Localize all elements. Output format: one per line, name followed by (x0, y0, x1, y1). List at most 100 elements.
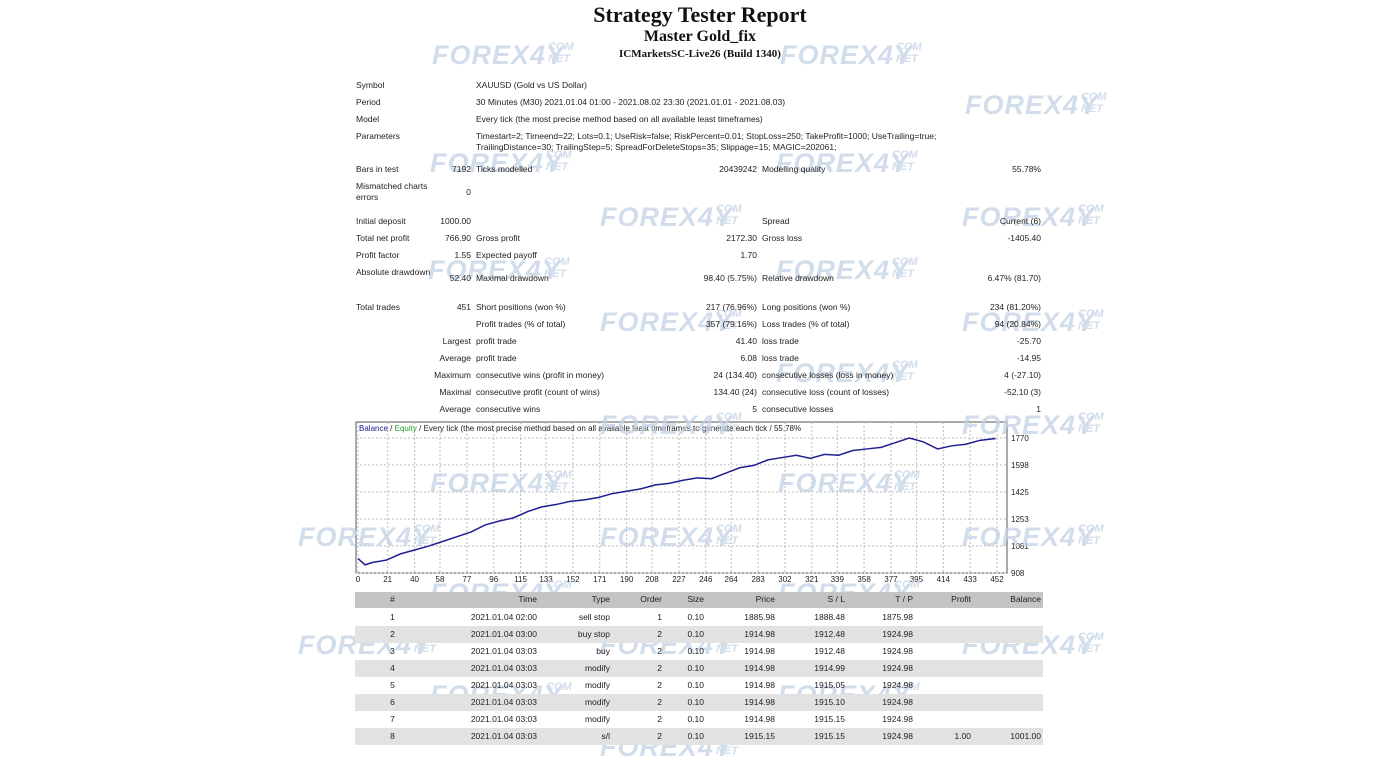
row-background (355, 728, 1043, 745)
column-header: Size (687, 594, 704, 604)
cell: 0.10 (687, 731, 704, 741)
x-tick-label: 77 (462, 575, 471, 584)
summary-value: -52.10 (3) (1004, 387, 1041, 397)
summary-label: Model (356, 114, 380, 124)
summary-value: 1 (1036, 404, 1041, 414)
x-tick-label: 115 (514, 575, 527, 584)
cell: 1924.98 (882, 714, 913, 724)
summary-value: Average (439, 404, 471, 414)
summary-label: Expected payoff (476, 250, 537, 260)
column-header: Balance (1010, 594, 1041, 604)
y-tick-label: 1253 (1011, 515, 1029, 524)
cell: 1888.48 (814, 612, 845, 622)
separator: / (390, 424, 393, 433)
x-tick-label: 339 (831, 575, 845, 584)
summary-label: Ticks modelled (476, 164, 533, 174)
summary-label: Relative drawdown (762, 273, 834, 283)
x-tick-label: 96 (489, 575, 498, 584)
summary-value: 234 (81.20%) (989, 302, 1041, 312)
cell: 2 (657, 680, 662, 690)
summary-value: Largest (442, 336, 471, 346)
x-tick-label: 40 (410, 575, 419, 584)
summary-value: Current (6) (999, 216, 1041, 226)
summary-label: Parameters (356, 131, 400, 141)
cell: 2021.01.04 03:00 (470, 629, 537, 639)
x-tick-label: 302 (778, 575, 792, 584)
y-tick-label: 1770 (1011, 434, 1029, 443)
cell: 1924.98 (882, 663, 913, 673)
summary-value: 98.40 (5.75%) (703, 273, 757, 283)
column-header: S / L (827, 594, 845, 604)
separator: / (419, 424, 422, 433)
summary-label: profit trade (476, 353, 517, 363)
cell: 2021.01.04 03:03 (470, 680, 537, 690)
cell: 1885.98 (744, 612, 775, 622)
summary-value: 6.47% (81.70) (987, 273, 1041, 283)
cell: 1924.98 (882, 646, 913, 656)
y-tick-label: 1598 (1011, 461, 1029, 470)
summary-label: loss trade (762, 336, 799, 346)
summary-label: Spread (762, 216, 790, 226)
summary-value: -14.95 (1016, 353, 1041, 363)
summary-value: -1405.40 (1007, 233, 1041, 243)
x-tick-label: 283 (751, 575, 765, 584)
summary-label: Long positions (won %) (762, 302, 851, 312)
summary-value: 7192 (452, 164, 471, 174)
row-background (355, 660, 1043, 677)
cell: 1915.15 (814, 714, 845, 724)
server-name: ICMarketsSC-Live26 (Build 1340) (619, 48, 781, 60)
cell: 1 (657, 612, 662, 622)
cell: 0.10 (687, 697, 704, 707)
summary-label: Gross loss (762, 233, 803, 243)
balance-line (357, 437, 996, 566)
x-tick-label: 227 (672, 575, 686, 584)
summary-value: 55.78% (1012, 164, 1041, 174)
cell: 3 (390, 646, 395, 656)
plot-frame (355, 421, 1008, 574)
summary-label: Bars in test (356, 164, 399, 174)
legend-entry: Balance (359, 424, 388, 433)
summary-value: 41.40 (735, 336, 757, 346)
summary-value: 24 (134.40) (713, 370, 757, 380)
x-tick-label: 152 (566, 575, 580, 584)
row-background (355, 694, 1043, 711)
cell: buy (596, 646, 610, 656)
x-tick-label: 21 (383, 575, 392, 584)
x-tick-label: 321 (805, 575, 819, 584)
x-tick-label: 133 (539, 575, 553, 584)
summary-label: Gross profit (476, 233, 520, 243)
cell: 1914.98 (744, 663, 775, 673)
cell: 1924.98 (882, 697, 913, 707)
cell: 1 (390, 612, 395, 622)
summary-value: 451 (456, 302, 471, 312)
cell: 5 (390, 680, 395, 690)
cell: 0.10 (687, 680, 704, 690)
summary-label: Total net profit (356, 233, 410, 243)
cell: modify (584, 714, 610, 724)
cell: 1914.98 (744, 646, 775, 656)
cell: 2021.01.04 03:03 (470, 697, 537, 707)
column-header: Type (591, 594, 610, 604)
cell: sell stop (578, 612, 610, 622)
summary-value: 134.40 (24) (713, 387, 757, 397)
summary-label: Symbol (356, 80, 385, 90)
summary-value: 1.55 (454, 250, 471, 260)
summary-value: 5 (752, 404, 757, 414)
cell: buy stop (577, 629, 610, 639)
summary-label: consecutive losses (762, 404, 834, 414)
y-tick-label: 908 (1011, 569, 1025, 578)
cell: 1915.15 (814, 731, 845, 741)
summary-value: Average (439, 353, 471, 363)
column-header: Order (640, 594, 662, 604)
balance-chart: 0 21 40 58 77 96 115 133 152 171 190 208 227 246 264 28… (355, 421, 1029, 584)
cell: 1924.98 (882, 629, 913, 639)
summary-label: Absolute drawdown (356, 267, 431, 277)
summary-label: loss trade (762, 353, 799, 363)
summary-value: -25.70 (1016, 336, 1041, 346)
summary-label: consecutive loss (count of losses) (762, 387, 890, 397)
cell: 7 (390, 714, 395, 724)
summary-value: 2172.30 (726, 233, 757, 243)
summary-value: 30 Minutes (M30) 2021.01.04 01:00 - 2021… (476, 97, 786, 107)
cell: 2021.01.04 03:03 (470, 663, 537, 673)
cell: 8 (390, 731, 395, 741)
